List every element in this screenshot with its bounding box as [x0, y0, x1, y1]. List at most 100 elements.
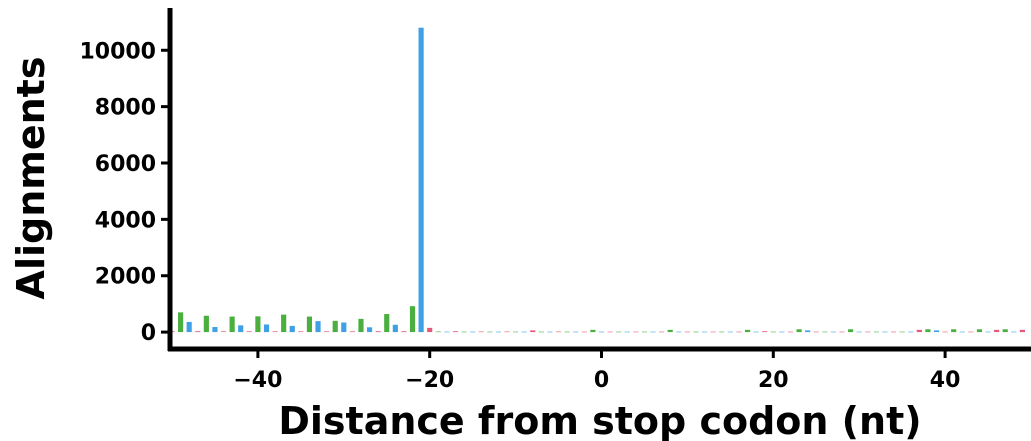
x-tick-label: 40	[930, 368, 961, 393]
bar-frame2-pos-9	[521, 331, 527, 333]
bar-frame2-pos0	[598, 331, 605, 333]
bar-frame0-pos-17	[452, 331, 459, 333]
x-tick-label: 0	[594, 368, 609, 393]
bar-frame2-pos21	[779, 331, 785, 333]
bars-group	[169, 27, 1025, 333]
bar-frame1-pos-46	[203, 315, 209, 333]
bar-frame2-pos36	[908, 331, 914, 333]
bar-frame2-pos12	[702, 331, 708, 333]
bar-frame0-pos-23	[401, 331, 407, 333]
bar-frame2-pos39	[933, 330, 940, 333]
bar-frame0-pos25	[813, 331, 819, 333]
bar-frame1-pos-22	[409, 306, 416, 333]
bar-frame2-pos-36	[289, 325, 295, 333]
bar-frame0-pos-29	[349, 331, 355, 333]
bar-frame0-pos40	[942, 331, 948, 333]
y-tick-label: 4000	[95, 208, 156, 233]
bar-frame0-pos4	[633, 331, 639, 333]
bar-frame0-pos7	[659, 331, 665, 333]
bar-frame1-pos5	[641, 331, 648, 333]
bar-frame1-pos-19	[435, 331, 441, 333]
bar-frame1-pos38	[925, 329, 931, 333]
bar-frame0-pos-41	[246, 331, 252, 333]
bar-frame1-pos-37	[281, 314, 287, 333]
bar-frame1-pos17	[744, 329, 751, 333]
bar-frame0-pos-47	[195, 331, 201, 333]
bar-frame2-pos-33	[315, 321, 321, 333]
x-axis-label: Distance from stop codon (nt)	[278, 399, 921, 441]
bar-frame2-pos-24	[392, 324, 398, 333]
bar-frame0-pos-5	[555, 331, 562, 333]
bar-frame1-pos-43	[229, 316, 235, 333]
bar-frame0-pos19	[762, 331, 768, 333]
bar-frame0-pos-44	[220, 331, 227, 333]
bar-frame0-pos1	[607, 331, 613, 333]
bar-frame0-pos-14	[478, 331, 484, 333]
x-tick-label: −20	[405, 368, 454, 393]
bar-frame0-pos-2	[581, 331, 587, 333]
bar-frame2-pos42	[959, 331, 965, 333]
y-tick-label: 0	[141, 321, 156, 346]
bar-frame0-pos-35	[298, 331, 304, 333]
y-axis-label: Alignments	[9, 57, 53, 300]
bar-frame1-pos-1	[590, 329, 596, 333]
bar-frame2-pos15	[727, 331, 733, 333]
bar-frame0-pos31	[865, 331, 871, 333]
bar-frame0-pos-38	[272, 331, 278, 333]
bar-frame1-pos29	[848, 329, 854, 333]
bar-frame1-pos-10	[513, 331, 519, 333]
bar-frame2-pos-39	[263, 324, 270, 333]
bar-frame2-pos27	[830, 331, 836, 333]
bar-frame0-pos28	[839, 331, 845, 333]
bar-frame1-pos11	[693, 331, 699, 333]
y-tick-label: 6000	[95, 152, 156, 177]
x-tick-label: 20	[758, 368, 789, 393]
bar-frame0-pos37	[916, 329, 922, 333]
bar-frame1-pos2	[616, 331, 622, 333]
bar-frame1-pos-7	[538, 331, 544, 333]
bar-frame1-pos-13	[487, 331, 493, 333]
bar-frame1-pos32	[873, 331, 879, 333]
bar-frame1-pos20	[770, 331, 776, 333]
ticks-group: −40 −20 0 20 40 0 2000 4000 6000 8000 10000	[79, 39, 960, 393]
bar-frame0-pos-32	[324, 331, 330, 333]
bar-frame2-pos9	[676, 331, 682, 333]
bar-frame0-pos34	[890, 331, 897, 333]
bar-frame1-pos-40	[255, 316, 261, 333]
bar-frame2-pos-6	[547, 331, 553, 333]
bar-frame1-pos-16	[461, 331, 467, 333]
bar-frame2-pos-48	[186, 321, 192, 333]
bar-frame0-pos46	[994, 329, 1000, 333]
bar-frame1-pos35	[899, 331, 905, 333]
bar-frame1-pos47	[1002, 329, 1008, 333]
y-tick-label: 8000	[95, 96, 156, 121]
bar-frame0-pos-8	[530, 330, 536, 333]
bar-frame1-pos26	[822, 331, 828, 333]
bar-frame2-pos45	[985, 331, 991, 333]
bar-frame1-pos14	[719, 331, 725, 333]
bar-frame2-pos33	[882, 331, 888, 333]
bar-frame0-pos43	[968, 331, 974, 333]
bar-frame2-pos-27	[366, 327, 373, 333]
bar-frame1-pos23	[796, 329, 802, 333]
bar-frame0-pos-11	[504, 331, 510, 333]
bar-frame2-pos-18	[444, 331, 450, 333]
bar-frame2-pos-15	[470, 331, 476, 333]
bar-frame2-pos24	[805, 330, 811, 333]
bar-frame0-pos22	[787, 331, 794, 333]
bar-frame1-pos41	[951, 329, 957, 333]
bar-frame2-pos-45	[212, 327, 218, 333]
bar-frame0-pos-20	[427, 327, 433, 333]
bar-frame2-pos6	[650, 331, 656, 333]
bar-frame1-pos-31	[332, 320, 338, 333]
bar-frame1-pos8	[667, 329, 673, 333]
bar-frame0-pos13	[710, 331, 716, 333]
bar-frame1-pos-25	[384, 314, 390, 333]
bar-frame0-pos16	[736, 331, 742, 333]
bar-frame2-pos-3	[573, 331, 579, 333]
bar-frame1-pos-49	[178, 312, 184, 333]
bar-frame2-pos-30	[341, 322, 347, 333]
bar-frame2-pos-21	[418, 27, 424, 333]
bar-frame2-pos18	[753, 331, 759, 333]
